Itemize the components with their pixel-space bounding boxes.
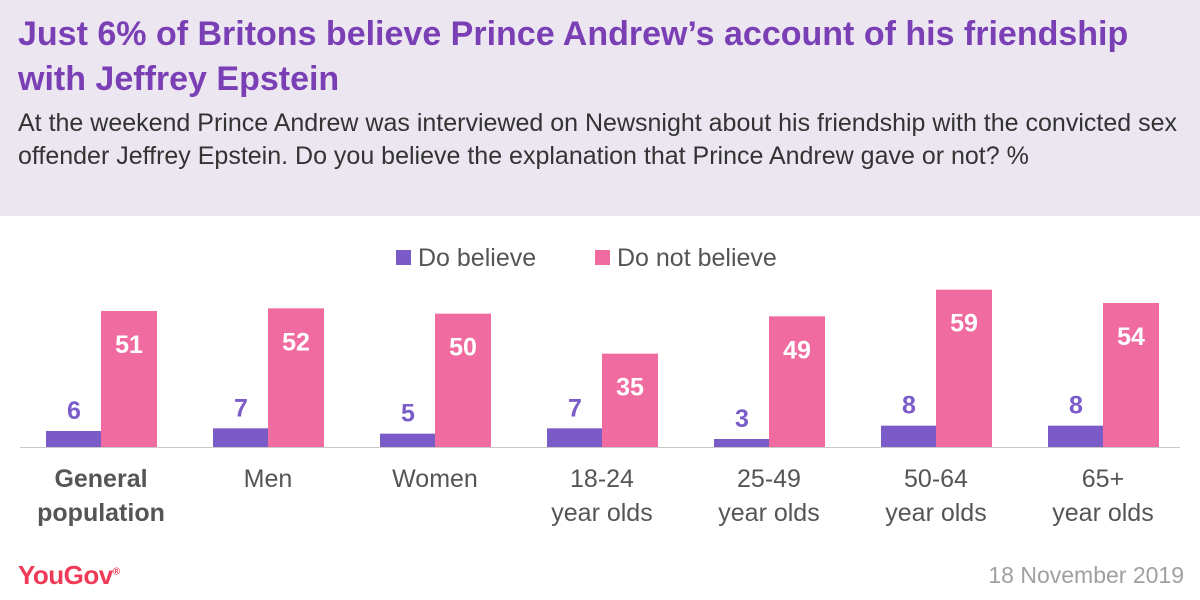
- legend-label-1: Do not believe: [617, 244, 777, 272]
- chart-title: Just 6% of Britons believe Prince Andrew…: [18, 15, 1129, 98]
- category-label-4-0: 25-49: [737, 465, 801, 493]
- value-label-0-1: 7: [234, 394, 248, 422]
- category-label-0-1: population: [37, 499, 165, 527]
- bar-0-5: [881, 425, 937, 447]
- header-band: Just 6% of Britons believe Prince Andrew…: [0, 0, 1200, 216]
- bar-0-1: [213, 428, 269, 447]
- category-label-3-1: year olds: [551, 499, 652, 527]
- bar-1-3: [602, 353, 658, 447]
- category-label-6-1: year olds: [1052, 499, 1153, 527]
- bar-1-0: [101, 311, 157, 447]
- bar-0-3: [547, 428, 603, 447]
- category-label-3-0: 18-24: [570, 465, 634, 493]
- category-label-4-1: year olds: [718, 499, 819, 527]
- value-label-0-6: 8: [1069, 392, 1083, 420]
- bar-0-6: [1048, 425, 1104, 447]
- value-label-1-1: 52: [282, 328, 310, 356]
- value-label-1-6: 54: [1117, 323, 1145, 351]
- value-label-1-3: 35: [616, 374, 644, 402]
- value-label-1-4: 49: [783, 336, 811, 364]
- value-label-1-2: 50: [449, 334, 477, 362]
- value-label-0-4: 3: [735, 405, 749, 433]
- logo-text: YouGov: [18, 560, 113, 590]
- category-label-1-0: Men: [244, 465, 293, 493]
- bar-chart: Do believe Do not believe 6 51 General popula…: [20, 244, 1180, 527]
- bar-0-0: [46, 431, 102, 447]
- legend-swatch-1: [595, 250, 610, 265]
- bar-0-4: [714, 439, 770, 447]
- logo-mark: ®: [112, 566, 120, 578]
- value-label-0-3: 7: [568, 394, 582, 422]
- bar-0-2: [380, 433, 436, 447]
- publish-date: 18 November 2019: [988, 562, 1184, 588]
- category-label-6-0: 65+: [1082, 465, 1124, 493]
- bar-1-2: [435, 313, 491, 447]
- value-label-0-5: 8: [902, 392, 916, 420]
- bar-1-6: [1103, 303, 1159, 447]
- yougov-logo: YouGov®: [18, 560, 120, 591]
- bar-1-5: [936, 289, 992, 447]
- category-label-5-0: 50-64: [904, 465, 968, 493]
- value-label-1-5: 59: [950, 310, 978, 338]
- value-label-0-2: 5: [401, 400, 415, 428]
- category-label-2-0: Women: [392, 465, 478, 493]
- legend-swatch-0: [396, 250, 411, 265]
- category-label-5-1: year olds: [885, 499, 986, 527]
- chart-subtitle: At the weekend Prince Andrew was intervi…: [18, 109, 1177, 170]
- category-label-0-0: General: [54, 465, 147, 493]
- value-label-1-0: 51: [115, 331, 143, 359]
- legend-label-0: Do believe: [418, 244, 536, 272]
- bar-1-4: [769, 316, 825, 447]
- bar-1-1: [268, 308, 324, 447]
- value-label-0-0: 6: [67, 397, 81, 425]
